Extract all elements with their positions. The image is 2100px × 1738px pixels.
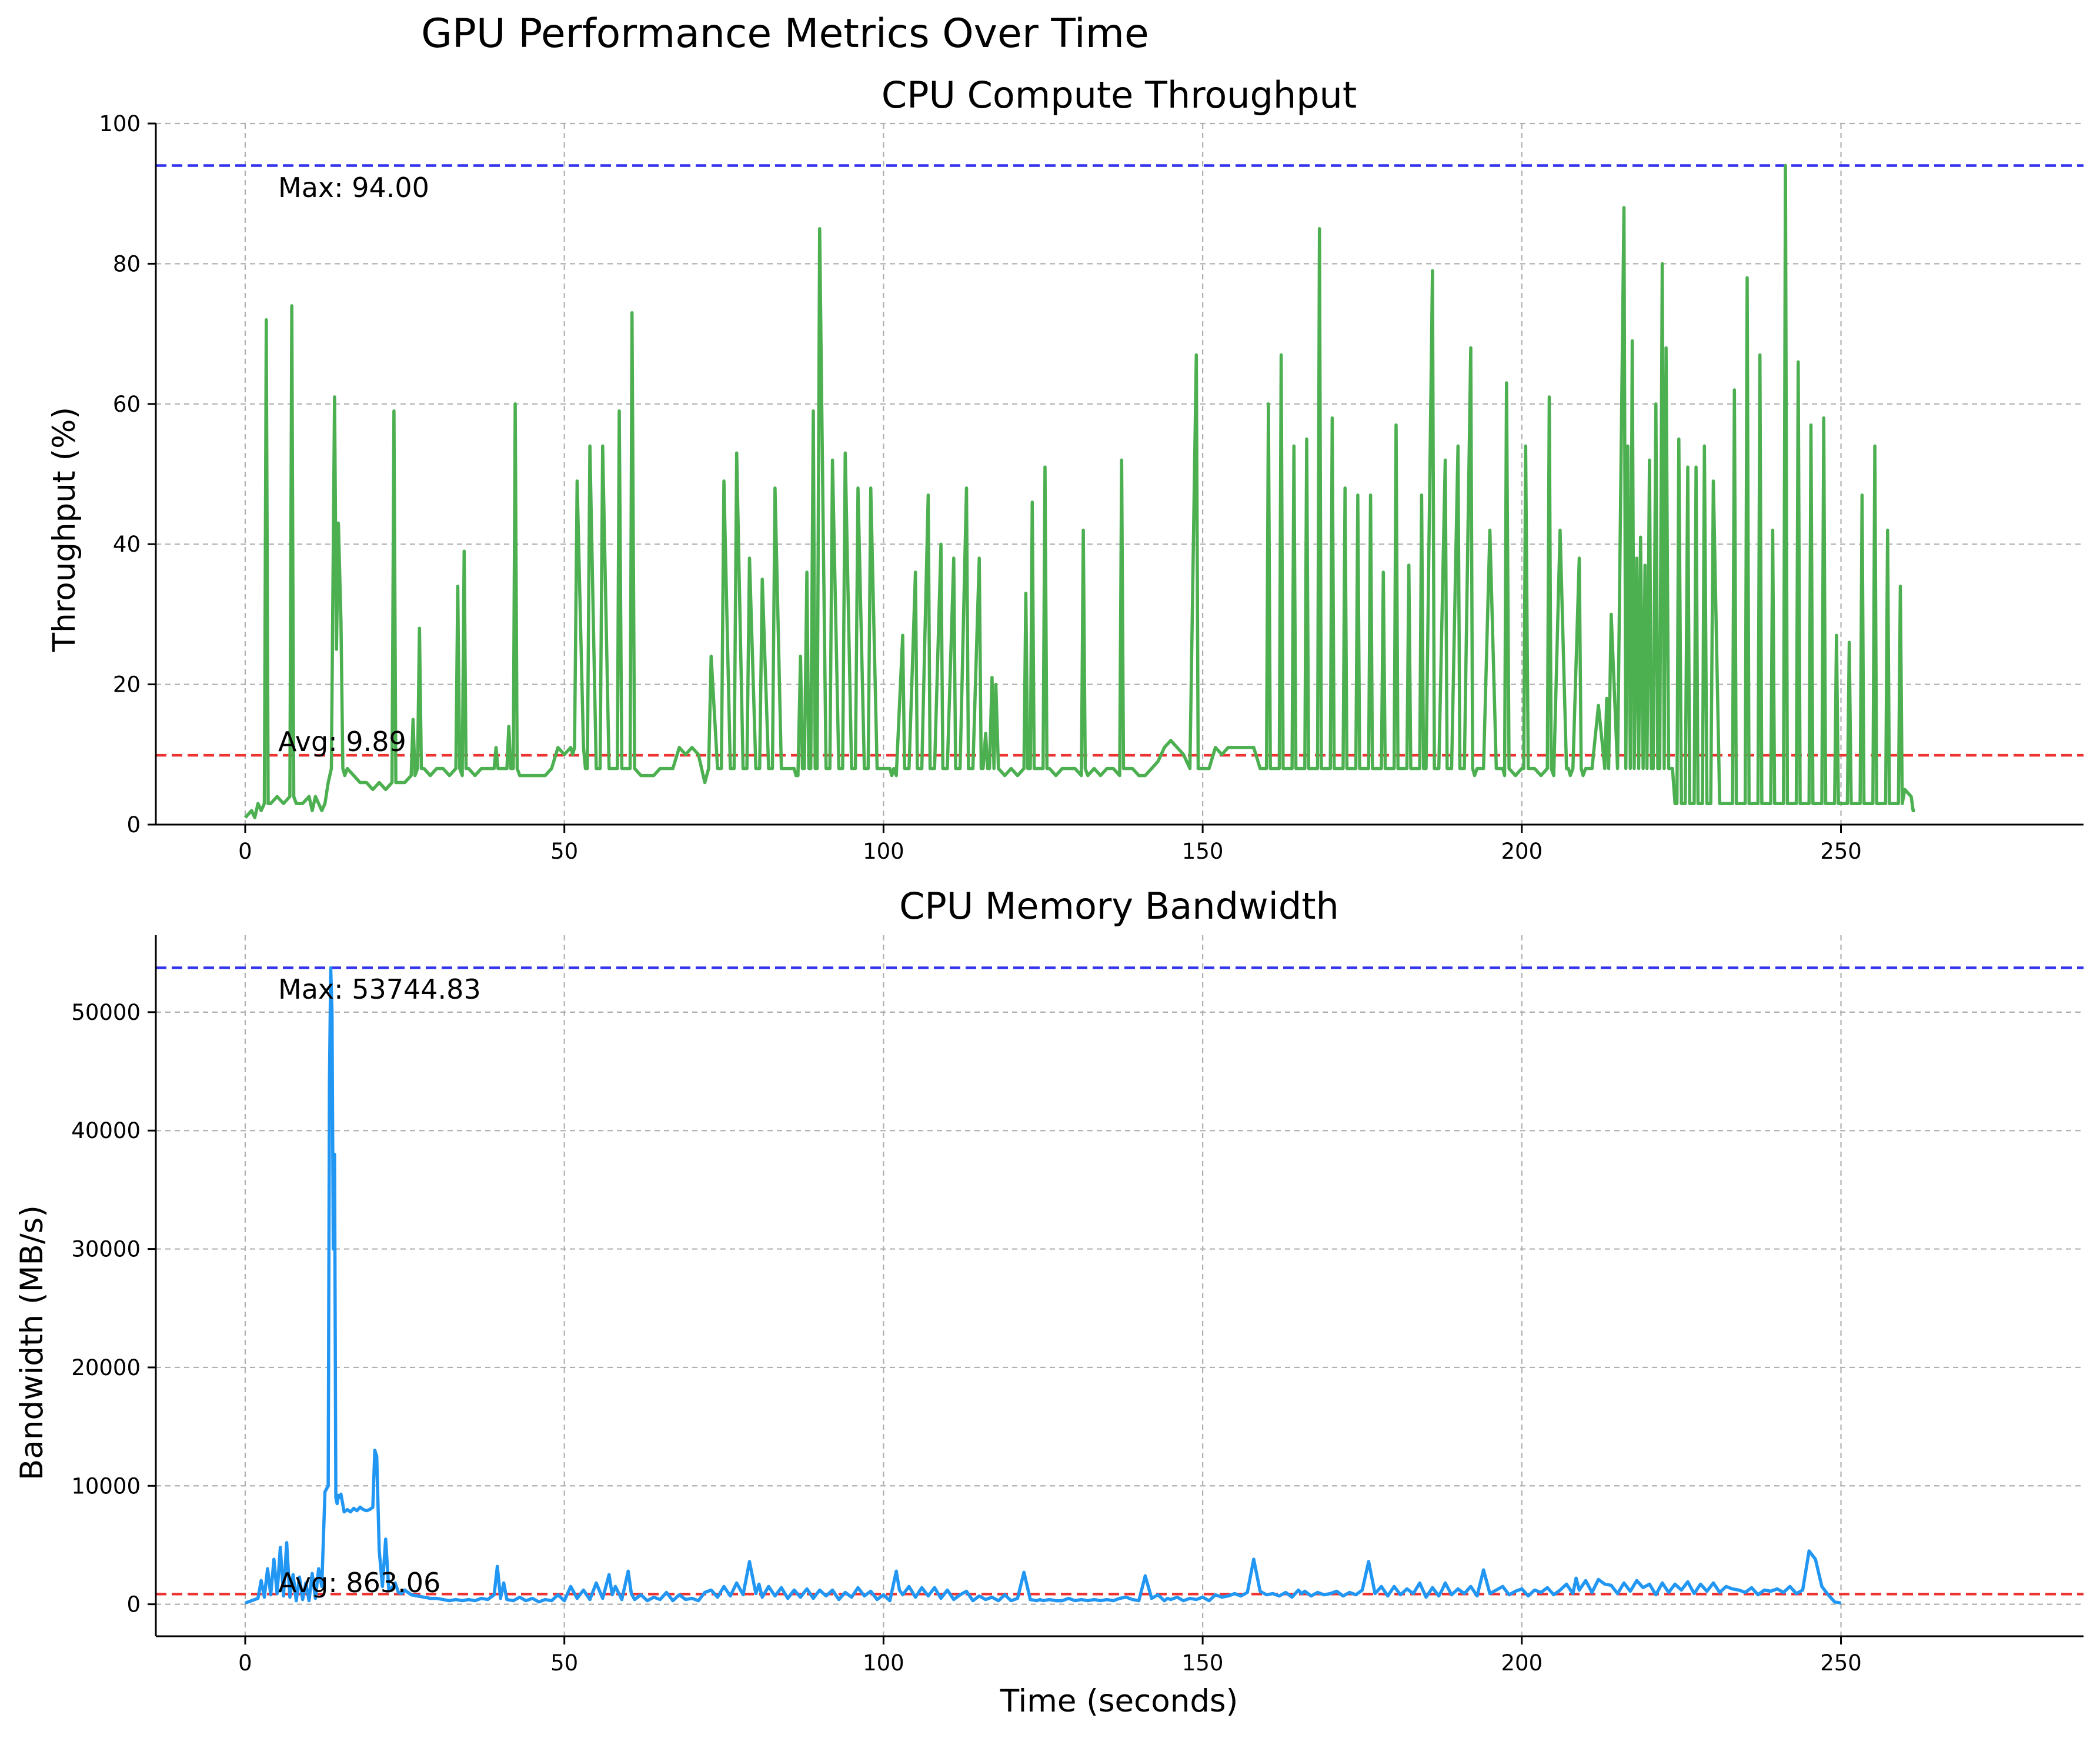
bandwidth-ytick-label: 50000 bbox=[71, 1000, 141, 1025]
throughput-xtick-label: 250 bbox=[1820, 839, 1862, 864]
throughput-ytick-label: 20 bbox=[113, 672, 141, 698]
bandwidth-xtick-label: 150 bbox=[1182, 1650, 1224, 1676]
bandwidth-xtick-label: 100 bbox=[863, 1650, 904, 1676]
throughput-ytick-label: 100 bbox=[99, 111, 141, 136]
bandwidth-axes bbox=[155, 935, 2084, 1637]
throughput-ytick-label: 0 bbox=[126, 812, 141, 838]
throughput-ytick-label: 60 bbox=[113, 392, 141, 417]
bandwidth-ytick-label: 30000 bbox=[71, 1237, 141, 1262]
bandwidth-reference-lines bbox=[156, 966, 2084, 1596]
throughput-max-label: Max: 94.00 bbox=[278, 172, 429, 204]
throughput-y-axis-label: Throughput (%) bbox=[46, 407, 82, 652]
bandwidth-line bbox=[245, 966, 1842, 1605]
bandwidth-ytick-label: 0 bbox=[126, 1592, 141, 1617]
bandwidth-avg-label: Avg: 863.06 bbox=[278, 1567, 440, 1599]
bandwidth-xtick-label: 50 bbox=[550, 1650, 578, 1676]
bandwidth-ytick-label: 10000 bbox=[71, 1473, 141, 1499]
figure-title: GPU Performance Metrics Over Time bbox=[421, 11, 1149, 57]
throughput-ticks: 0 50 100 150 200 250 0 20 40 60 80 100 bbox=[99, 111, 1861, 864]
throughput-axes bbox=[155, 124, 2084, 826]
throughput-avg-label: Avg: 9.89 bbox=[278, 726, 406, 758]
bandwidth-panel: CPU Memory Bandwidth Bandwidth (MB/s) Ti… bbox=[14, 885, 2084, 1719]
throughput-ytick-label: 40 bbox=[113, 532, 141, 557]
throughput-panel: CPU Compute Throughput Throughput (%) 0 5… bbox=[46, 74, 2084, 864]
throughput-xtick-label: 50 bbox=[550, 839, 578, 864]
bandwidth-grid bbox=[156, 935, 2084, 1636]
throughput-xtick-label: 0 bbox=[238, 839, 252, 864]
throughput-xtick-label: 150 bbox=[1182, 839, 1224, 864]
throughput-line bbox=[243, 164, 1915, 819]
bandwidth-ytick-label: 40000 bbox=[71, 1118, 141, 1143]
bandwidth-xtick-label: 0 bbox=[238, 1650, 252, 1676]
throughput-xtick-label: 100 bbox=[863, 839, 904, 864]
throughput-series bbox=[243, 164, 1915, 819]
bandwidth-series bbox=[245, 966, 1842, 1605]
throughput-chart-title: CPU Compute Throughput bbox=[882, 74, 1357, 116]
throughput-ytick-label: 80 bbox=[113, 251, 141, 276]
bandwidth-xtick-label: 200 bbox=[1501, 1650, 1543, 1676]
bandwidth-chart-title: CPU Memory Bandwidth bbox=[899, 885, 1339, 928]
bandwidth-xtick-label: 250 bbox=[1820, 1650, 1862, 1676]
bandwidth-ytick-label: 20000 bbox=[71, 1355, 141, 1380]
bandwidth-x-axis-label: Time (seconds) bbox=[1000, 1683, 1238, 1719]
bandwidth-ticks: 0 50 100 150 200 250 0 10000 20000 30000 40000 5000… bbox=[71, 1000, 1862, 1676]
bandwidth-max-label: Max: 53744.83 bbox=[278, 973, 481, 1005]
throughput-xtick-label: 200 bbox=[1501, 839, 1543, 864]
bandwidth-y-axis-label: Bandwidth (MB/s) bbox=[14, 1205, 50, 1480]
